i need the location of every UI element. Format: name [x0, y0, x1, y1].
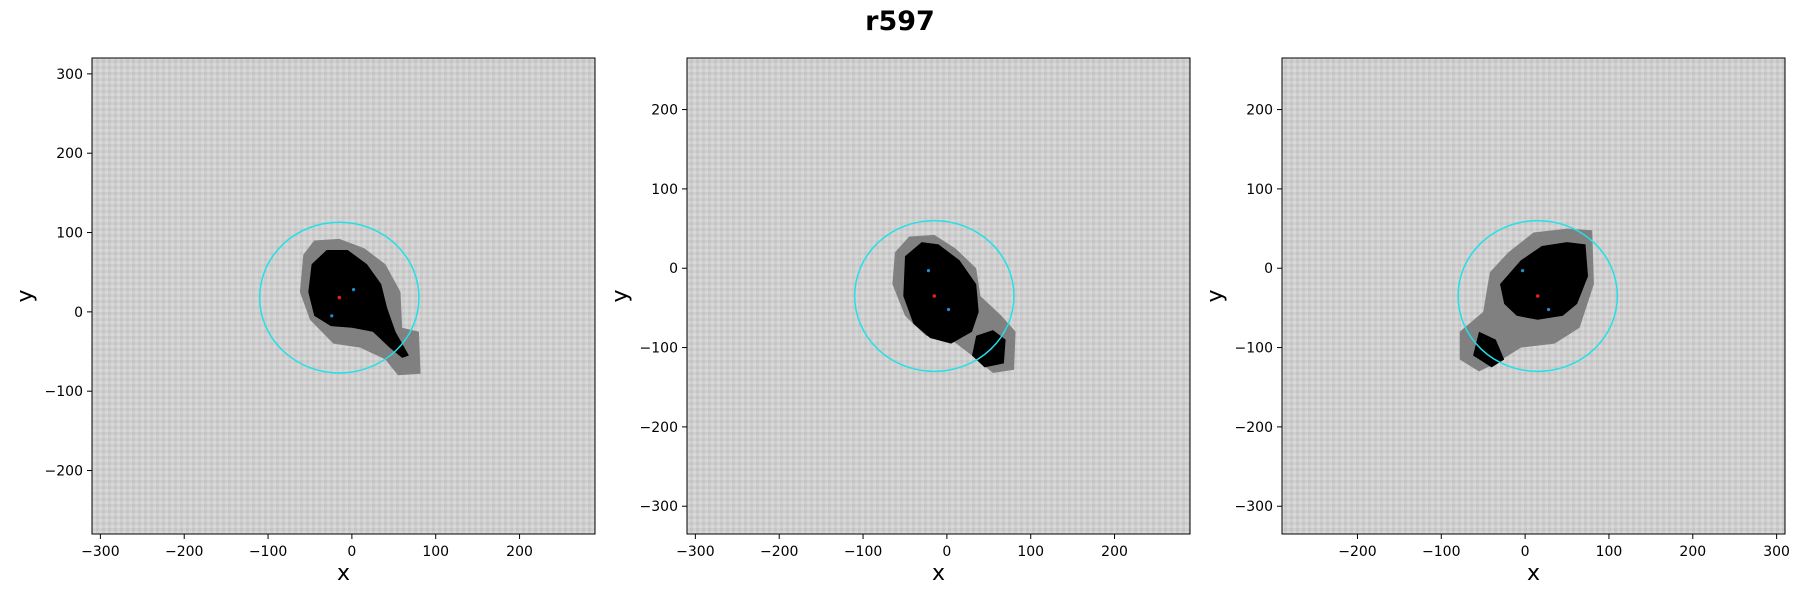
y-tick-label: −200 [640, 420, 678, 436]
x-tick-label: 0 [347, 544, 356, 560]
y-tick-label: 200 [1246, 103, 1273, 119]
fit-circle [258, 221, 420, 374]
x-tick-label: 200 [1679, 544, 1706, 560]
y-tick-label: 100 [56, 226, 83, 242]
x-tick-label: 100 [1596, 544, 1623, 560]
y-axis-label: y [1203, 289, 1228, 302]
x-tick-label: 200 [506, 544, 533, 560]
y-tick-label: 200 [651, 103, 678, 119]
blob-region [308, 250, 409, 358]
x-tick-label: −300 [81, 544, 119, 560]
x-axis-label: x [337, 561, 350, 586]
y-axis-label: y [13, 289, 38, 302]
y-axis-label: y [608, 289, 633, 302]
x-tick-label: 0 [1521, 544, 1530, 560]
x-tick-label: −200 [760, 544, 798, 560]
center-point [932, 294, 937, 298]
figure-title: r597 [865, 6, 935, 37]
y-tick-label: −100 [1235, 341, 1273, 357]
center-point [337, 295, 342, 300]
x-tick-label: 200 [1101, 544, 1128, 560]
x-tick-label: −100 [844, 544, 882, 560]
x-tick-label: −200 [1338, 544, 1376, 560]
y-tick-label: −300 [1235, 499, 1273, 515]
axes-frame [686, 57, 1191, 535]
y-tick-label: −100 [45, 384, 83, 400]
y-tick-label: 0 [74, 305, 83, 321]
y-tick-label: 300 [56, 67, 83, 83]
y-tick-label: −200 [1235, 420, 1273, 436]
marker-point [1521, 269, 1525, 273]
x-tick-label: 0 [942, 544, 951, 560]
y-tick-label: 0 [1264, 261, 1273, 277]
x-axis-label: x [932, 561, 945, 586]
blob-region-2 [1473, 331, 1505, 368]
marker-point [1546, 307, 1551, 312]
x-tick-label: 100 [1017, 544, 1044, 560]
y-tick-label: −300 [640, 499, 678, 515]
blob-region [903, 242, 979, 344]
blob-region [1500, 242, 1588, 320]
marker-point [351, 288, 356, 292]
y-tick-label: 100 [651, 182, 678, 198]
y-tick-label: 100 [1246, 182, 1273, 198]
marker-point [946, 307, 951, 312]
y-tick-label: 0 [669, 261, 678, 277]
x-tick-label: 100 [422, 544, 449, 560]
y-tick-label: 200 [56, 146, 83, 162]
marker-point [926, 269, 931, 273]
fit-circle [853, 219, 1015, 373]
marker-point [330, 314, 334, 318]
center-point [1535, 294, 1540, 298]
x-axis-label: x [1527, 561, 1540, 586]
x-tick-label: −300 [676, 544, 714, 560]
y-tick-label: −100 [640, 341, 678, 357]
fit-circle [1457, 219, 1619, 373]
x-tick-label: −100 [249, 544, 287, 560]
axes-frame [91, 57, 596, 535]
x-tick-label: −100 [1422, 544, 1460, 560]
plot-area [1282, 58, 1785, 534]
axes-frame [1281, 57, 1786, 535]
x-tick-label: 300 [1763, 544, 1790, 560]
x-tick-label: −200 [165, 544, 203, 560]
y-tick-label: −200 [45, 464, 83, 480]
plot-area [92, 58, 595, 534]
plot-area [687, 58, 1190, 534]
